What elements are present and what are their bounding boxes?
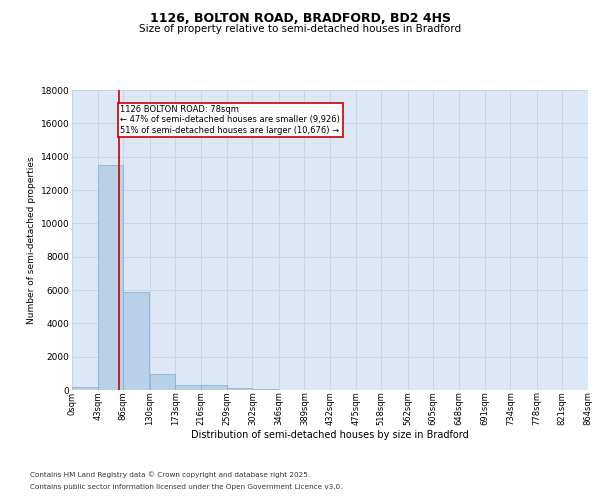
Text: 1126, BOLTON ROAD, BRADFORD, BD2 4HS: 1126, BOLTON ROAD, BRADFORD, BD2 4HS [149,12,451,26]
Y-axis label: Number of semi-detached properties: Number of semi-detached properties [28,156,37,324]
Text: Contains HM Land Registry data © Crown copyright and database right 2025.: Contains HM Land Registry data © Crown c… [30,471,310,478]
Text: Size of property relative to semi-detached houses in Bradford: Size of property relative to semi-detach… [139,24,461,34]
Bar [124,292,149,390]
X-axis label: Distribution of semi-detached houses by size in Bradford: Distribution of semi-detached houses by … [191,430,469,440]
Bar [149,374,175,390]
Bar [227,388,253,390]
Text: Contains public sector information licensed under the Open Government Licence v3: Contains public sector information licen… [30,484,343,490]
Text: 1126 BOLTON ROAD: 78sqm
← 47% of semi-detached houses are smaller (9,926)
51% of: 1126 BOLTON ROAD: 78sqm ← 47% of semi-de… [121,105,340,135]
Bar [175,384,201,390]
Bar [72,386,98,390]
Bar [201,385,227,390]
Bar [98,165,124,390]
Bar [253,389,278,390]
